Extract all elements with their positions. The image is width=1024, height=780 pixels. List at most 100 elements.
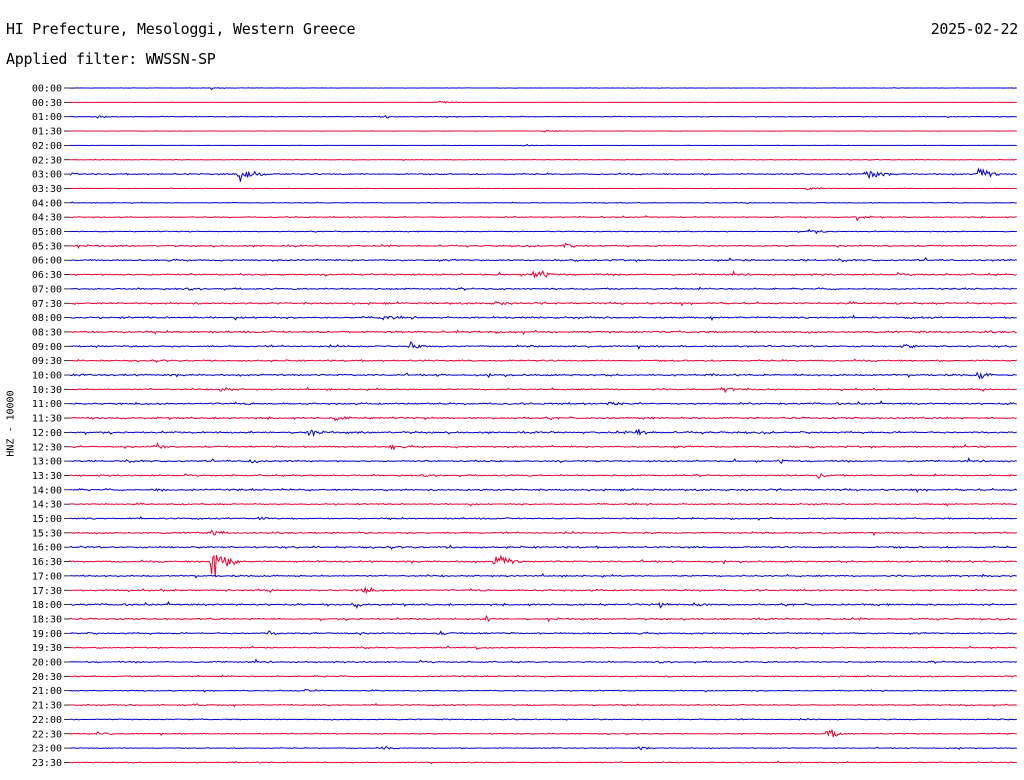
- time-tick-label: 02:30: [32, 155, 62, 166]
- time-tick-label: 11:00: [32, 399, 62, 410]
- trace-line: [69, 601, 1017, 610]
- time-tick-label: 14:00: [32, 485, 62, 496]
- trace-line: [69, 114, 1017, 119]
- trace-line: [69, 415, 1017, 422]
- trace-line: [69, 286, 1017, 291]
- trace-line: [69, 358, 1018, 364]
- time-tick-label: 10:30: [32, 385, 62, 396]
- trace-line: [69, 554, 1017, 578]
- trace-line: [69, 473, 1017, 480]
- time-tick-label: 17:00: [32, 571, 62, 582]
- trace-line: [69, 746, 1017, 751]
- trace-line: [69, 573, 1017, 579]
- time-tick-label: 07:30: [32, 299, 62, 310]
- trace-line: [69, 585, 1018, 595]
- trace-line: [69, 242, 1017, 250]
- time-tick-label: 07:00: [32, 284, 62, 295]
- trace-line: [69, 400, 1017, 406]
- time-tick-label: 22:00: [32, 715, 62, 726]
- trace-line: [69, 515, 1017, 521]
- trace-line: [69, 674, 1018, 678]
- time-tick-label: 12:30: [32, 442, 62, 453]
- time-tick-label: 22:30: [32, 729, 62, 740]
- time-tick-label: 15:30: [32, 528, 62, 539]
- trace-line: [69, 688, 1017, 693]
- time-tick-label: 04:30: [32, 213, 62, 224]
- trace-line: [69, 658, 1018, 664]
- time-tick-label: 16:00: [32, 543, 62, 554]
- time-tick-label: 10:00: [32, 371, 62, 382]
- trace-line: [69, 702, 1017, 708]
- time-tick-label: 06:30: [32, 270, 62, 281]
- trace-line: [69, 201, 1017, 205]
- trace-line: [69, 167, 1017, 182]
- time-tick-label: 18:00: [32, 600, 62, 611]
- trace-line: [69, 614, 1017, 623]
- time-tick-label: 02:00: [32, 141, 62, 152]
- time-tick-label: 00:30: [32, 98, 62, 109]
- trace-line: [69, 717, 1017, 721]
- time-tick-label: 20:00: [32, 658, 62, 669]
- trace-line: [69, 100, 1017, 104]
- trace-line: [69, 314, 1017, 322]
- time-tick-label: 09:00: [32, 342, 62, 353]
- trace-line: [69, 341, 1018, 350]
- trace-line: [69, 386, 1017, 394]
- time-tick-label: 13:30: [32, 471, 62, 482]
- trace-line: [69, 269, 1018, 279]
- time-tick-label: 23:30: [32, 758, 62, 769]
- time-tick-label: 05:00: [32, 227, 62, 238]
- time-tick-label: 12:00: [32, 428, 62, 439]
- time-tick-label: 01:30: [32, 127, 62, 138]
- time-tick-label: 13:00: [32, 457, 62, 468]
- time-tick-label: 01:00: [32, 112, 62, 123]
- time-tick-label: 20:30: [32, 672, 62, 683]
- time-tick-label: 00:00: [32, 84, 62, 95]
- trace-line: [69, 645, 1017, 650]
- time-tick-label: 19:00: [32, 629, 62, 640]
- trace-line: [69, 371, 1017, 380]
- time-tick-label: 23:00: [32, 744, 62, 755]
- trace-line: [69, 215, 1017, 222]
- trace-line: [69, 441, 1017, 451]
- time-tick-label: 03:30: [32, 184, 62, 195]
- time-tick-label: 06:00: [32, 256, 62, 267]
- trace-line: [69, 186, 1017, 191]
- time-tick-label: 14:30: [32, 500, 62, 511]
- time-tick-label: 05:30: [32, 241, 62, 252]
- time-tick-label: 04:00: [32, 198, 62, 209]
- time-tick-label: 21:30: [32, 701, 62, 712]
- trace-line: [69, 228, 1017, 235]
- trace-line: [69, 729, 1017, 738]
- trace-line: [69, 544, 1017, 550]
- trace-line: [69, 129, 1017, 133]
- trace-line: [69, 87, 1017, 91]
- trace-line: [69, 257, 1017, 263]
- trace-line: [69, 457, 1017, 465]
- time-tick-label: 21:00: [32, 686, 62, 697]
- trace-line: [69, 502, 1018, 507]
- trace-line: [69, 143, 1017, 147]
- time-tick-label: 08:00: [32, 313, 62, 324]
- trace-line: [69, 429, 1017, 437]
- trace-line: [69, 329, 1017, 336]
- time-tick-label: 18:30: [32, 614, 62, 625]
- time-tick-label: 16:30: [32, 557, 62, 568]
- time-tick-label: 08:30: [32, 327, 62, 338]
- trace-line: [69, 158, 1017, 162]
- trace-line: [69, 529, 1018, 537]
- record-date: 2025-02-22: [930, 20, 1019, 38]
- station-title: HI Prefecture, Mesologgi, Western Greece: [6, 20, 356, 38]
- time-tick-label: 11:30: [32, 414, 62, 425]
- time-tick-label: 17:30: [32, 586, 62, 597]
- filter-label: Applied filter: WWSSN-SP: [6, 50, 216, 68]
- time-tick-label: 09:30: [32, 356, 62, 367]
- trace-line: [69, 300, 1017, 307]
- time-tick-label: 15:00: [32, 514, 62, 525]
- time-tick-label: 03:00: [32, 170, 62, 181]
- trace-line: [69, 760, 1017, 765]
- trace-line: [69, 630, 1017, 636]
- time-tick-label: 19:30: [32, 643, 62, 654]
